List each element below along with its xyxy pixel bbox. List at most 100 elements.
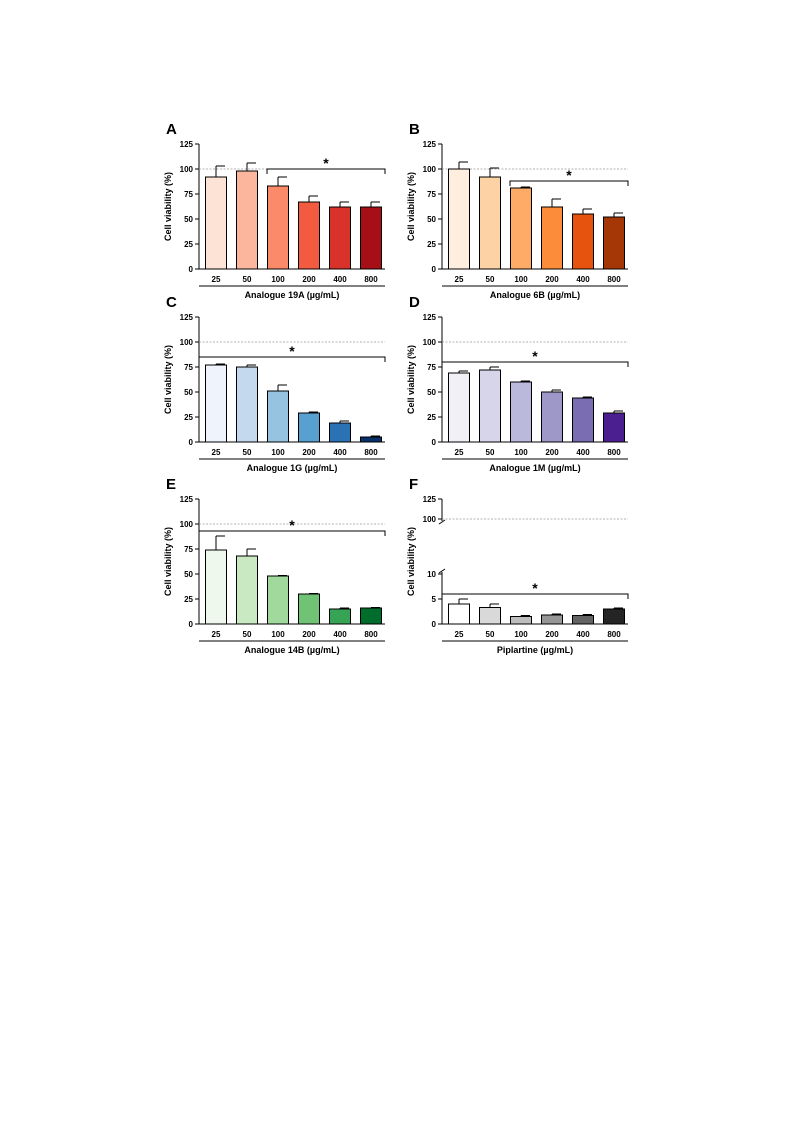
- chart-panel-d: D 0 25 50 75 100 125 Cell viability (%) 25 50 100 2…: [406, 294, 629, 473]
- significance-star: *: [532, 348, 538, 364]
- bar: [205, 176, 227, 270]
- bar: [329, 422, 351, 443]
- x-tick-label: 100: [271, 448, 285, 457]
- bar: [360, 206, 382, 270]
- y-tick-label: 0: [432, 620, 437, 629]
- y-tick-label: 25: [427, 413, 436, 422]
- y-tick-label: 25: [184, 413, 193, 422]
- x-tick-label: 200: [545, 630, 559, 639]
- x-tick-label: 400: [576, 630, 590, 639]
- y-tick-label: 50: [184, 570, 193, 579]
- x-tick-label: 50: [243, 630, 252, 639]
- y-tick-label: 25: [184, 240, 193, 249]
- y-axis-title: Cell viability (%): [406, 172, 416, 241]
- panel-letter: C: [166, 294, 177, 311]
- y-tick-label: 50: [427, 215, 436, 224]
- x-tick-label: 50: [486, 275, 495, 284]
- x-tick-label: 100: [514, 448, 528, 457]
- bar: [603, 216, 625, 270]
- significance-star: *: [532, 580, 538, 596]
- bar: [541, 391, 563, 443]
- significance-bracket: [441, 361, 629, 367]
- x-tick-label: 800: [364, 630, 378, 639]
- y-tick-label: 125: [423, 495, 437, 504]
- x-tick-label: 50: [486, 448, 495, 457]
- significance-star: *: [566, 167, 572, 183]
- axis-break-mark: [438, 568, 446, 574]
- y-tick-label: 0: [432, 438, 437, 447]
- significance-star: *: [289, 517, 295, 533]
- x-tick-label: 25: [212, 275, 221, 284]
- y-axis-title: Cell viability (%): [163, 345, 173, 414]
- x-tick-label: 25: [212, 448, 221, 457]
- y-tick-label: 100: [423, 165, 437, 174]
- x-tick-label: 400: [576, 275, 590, 284]
- bar: [298, 201, 320, 270]
- bar: [603, 608, 625, 625]
- chart-panel-a: A 0 25 50 75 100 125 Cell viability (%) 25 50 100 2…: [163, 121, 386, 300]
- x-tick-label: 25: [455, 448, 464, 457]
- y-tick-label: 75: [184, 363, 193, 372]
- y-tick-label: 125: [180, 313, 194, 322]
- bar: [603, 412, 625, 443]
- y-tick-label: 75: [427, 190, 436, 199]
- y-axis-title: Cell viability (%): [406, 345, 416, 414]
- bar: [360, 436, 382, 443]
- bar: [510, 381, 532, 443]
- chart-panel-b: B 0 25 50 75 100 125 Cell viability (%) 25 50 100 2…: [406, 121, 629, 300]
- bar: [236, 555, 258, 625]
- bar: [572, 213, 594, 270]
- x-tick-label: 800: [364, 275, 378, 284]
- y-tick-label: 100: [180, 338, 194, 347]
- x-tick-label: 100: [271, 275, 285, 284]
- significance-bracket: [198, 530, 386, 536]
- x-axis-title: Analogue 14B (µg/mL): [244, 645, 339, 655]
- bar: [479, 176, 501, 270]
- bar: [205, 364, 227, 443]
- bar: [329, 206, 351, 270]
- bar: [298, 593, 320, 625]
- bar: [572, 397, 594, 443]
- chart-panel-e: E 0 25 50 75 100 125 Cell viability (%) 25 50 100 2…: [163, 476, 386, 655]
- x-tick-label: 800: [607, 448, 621, 457]
- x-tick-label: 50: [486, 630, 495, 639]
- x-axis-title: Analogue 1G (µg/mL): [247, 463, 338, 473]
- x-axis-title: Analogue 6B (µg/mL): [490, 290, 580, 300]
- x-tick-label: 100: [514, 275, 528, 284]
- y-tick-label: 125: [180, 140, 194, 149]
- panel-letter: D: [409, 294, 420, 311]
- panel-letter: B: [409, 121, 420, 138]
- bar: [448, 372, 470, 443]
- x-axis-title: Analogue 19A (µg/mL): [245, 290, 340, 300]
- y-tick-label: 25: [184, 595, 193, 604]
- y-tick-label: 0: [432, 265, 437, 274]
- bar: [572, 615, 594, 625]
- y-tick-label: 75: [184, 190, 193, 199]
- y-tick-label: 125: [180, 495, 194, 504]
- y-axis-title: Cell viability (%): [406, 527, 416, 596]
- x-tick-label: 50: [243, 275, 252, 284]
- y-tick-label: 0: [189, 438, 194, 447]
- bar: [236, 366, 258, 443]
- chart-panel-c: C 0 25 50 75 100 125 Cell viability (%) 25 50 100 2…: [163, 294, 386, 473]
- x-tick-label: 200: [545, 448, 559, 457]
- y-tick-label: 100: [423, 515, 437, 524]
- bar: [541, 614, 563, 625]
- x-tick-label: 200: [545, 275, 559, 284]
- y-tick-label: 100: [180, 165, 194, 174]
- axis-break-mark: [438, 519, 446, 525]
- bar: [479, 369, 501, 443]
- bar: [267, 390, 289, 443]
- x-tick-label: 800: [607, 630, 621, 639]
- x-tick-label: 25: [455, 275, 464, 284]
- bar: [267, 575, 289, 625]
- x-tick-label: 800: [364, 448, 378, 457]
- x-tick-label: 100: [514, 630, 528, 639]
- x-axis-title: Piplartine (µg/mL): [497, 645, 573, 655]
- y-tick-label: 50: [184, 388, 193, 397]
- bar: [448, 168, 470, 270]
- bar: [267, 185, 289, 270]
- significance-star: *: [289, 343, 295, 359]
